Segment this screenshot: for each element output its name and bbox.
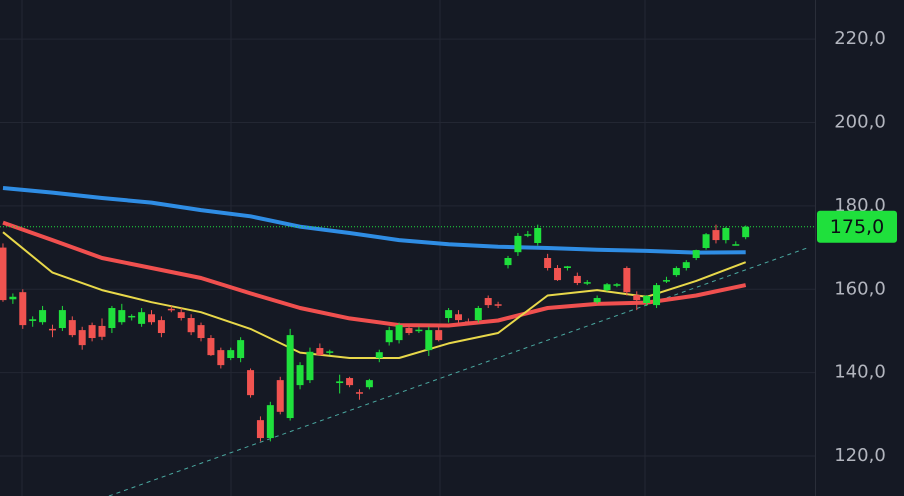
candle-body xyxy=(692,250,700,259)
candle-body xyxy=(702,234,710,248)
candle-body xyxy=(583,282,591,284)
candle-body xyxy=(207,338,215,356)
moving-average xyxy=(2,231,747,359)
candle-body xyxy=(217,350,225,366)
y-tick-label: 220,0 xyxy=(834,28,886,49)
candle-body xyxy=(563,266,571,269)
candle-body xyxy=(296,365,304,386)
candle-body xyxy=(48,328,56,331)
candle-body xyxy=(425,330,433,351)
y-tick-label: 120,0 xyxy=(834,445,886,466)
candle-body xyxy=(118,310,126,323)
y-tick-label: 180,0 xyxy=(834,195,886,216)
candle-body xyxy=(385,330,393,343)
candle-body xyxy=(326,351,334,353)
candle-body xyxy=(534,227,542,243)
candle-body xyxy=(593,298,601,303)
candle-body xyxy=(662,280,670,282)
candle-body xyxy=(68,320,76,336)
candle-body xyxy=(355,392,363,394)
candle-body xyxy=(266,405,274,439)
price-label: 175,0 xyxy=(830,216,884,238)
candle-body xyxy=(653,285,661,306)
candle-body xyxy=(197,325,205,339)
candle-body xyxy=(247,370,255,396)
candle-body xyxy=(256,420,264,439)
candle-body xyxy=(623,268,631,293)
candle-body xyxy=(554,268,562,281)
candle-body xyxy=(157,320,165,334)
candle-body xyxy=(474,308,482,321)
candle-body xyxy=(712,230,720,241)
trendline xyxy=(108,247,808,496)
price-label-box xyxy=(817,210,897,243)
y-tick-label: 160,0 xyxy=(834,278,886,299)
candle-body xyxy=(613,284,621,286)
candle-body xyxy=(108,308,116,329)
candle-body xyxy=(187,318,195,333)
candle-body xyxy=(276,380,284,412)
candle-body xyxy=(9,296,17,300)
moving-average xyxy=(2,220,747,328)
candle-body xyxy=(78,330,86,346)
candle-body xyxy=(0,247,7,301)
candle-body xyxy=(643,295,651,304)
candle-body xyxy=(138,312,146,324)
candle-body xyxy=(504,258,512,266)
candle-body xyxy=(167,308,175,311)
candle-body xyxy=(484,298,492,306)
candle-body xyxy=(544,258,552,269)
candle-body xyxy=(464,321,472,323)
y-tick-label: 200,0 xyxy=(834,112,886,133)
candle-body xyxy=(722,227,730,241)
candle-body xyxy=(573,275,581,284)
candle-body xyxy=(88,325,96,339)
candle-body xyxy=(177,312,185,319)
candle-body xyxy=(454,314,462,321)
candle-body xyxy=(415,329,423,332)
y-tick-label: 140,0 xyxy=(834,362,886,383)
candle-body xyxy=(435,330,443,341)
candle-body xyxy=(633,295,641,301)
candle-body xyxy=(128,315,136,318)
candle-body xyxy=(39,310,47,323)
candle-body xyxy=(732,244,740,246)
candle-body xyxy=(227,350,235,359)
candle-body xyxy=(405,328,413,334)
candle-body xyxy=(346,378,354,386)
candle-body xyxy=(237,340,245,359)
candle-body xyxy=(603,284,611,291)
candle-body xyxy=(58,310,66,329)
candle-body xyxy=(29,319,37,321)
candle-body xyxy=(395,325,403,341)
candle-body xyxy=(494,304,502,306)
candle-body xyxy=(445,310,453,319)
candle-body xyxy=(148,314,156,323)
candle-body xyxy=(365,380,373,388)
candle-body xyxy=(514,235,522,253)
candle-body xyxy=(19,292,27,326)
candle-body xyxy=(286,335,294,419)
candle-body xyxy=(524,234,532,236)
candle-body xyxy=(98,325,106,337)
candle-body xyxy=(375,352,383,359)
candle-body xyxy=(672,268,680,276)
candle-body xyxy=(742,226,750,238)
candle-body xyxy=(682,262,690,269)
candle-body xyxy=(306,351,314,381)
candle-body xyxy=(316,348,324,356)
candle-body xyxy=(336,381,344,384)
moving-average xyxy=(2,186,746,255)
